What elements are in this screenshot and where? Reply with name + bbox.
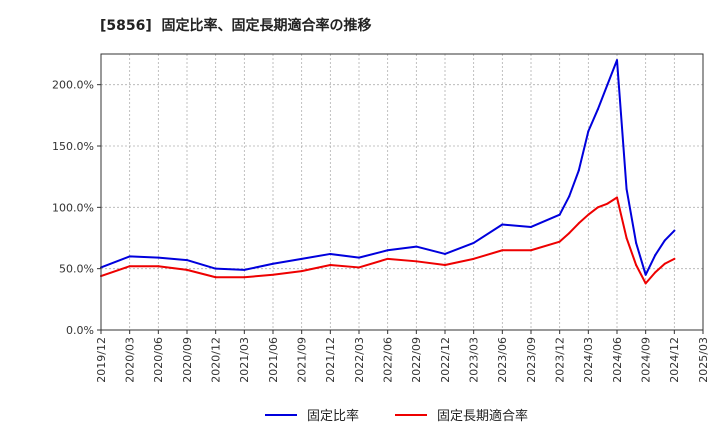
fixed-long-term-conformity-ratio-point — [472, 257, 475, 260]
fixed-ratio-point — [501, 223, 504, 226]
fixed-ratio-point — [577, 169, 580, 172]
x-tick-label: 2020/12 — [210, 337, 223, 383]
fixed-ratio-point — [300, 257, 303, 260]
fixed-ratio-point — [587, 130, 590, 133]
fixed-long-term-conformity-ratio-point — [606, 202, 609, 205]
fixed-ratio-point — [635, 241, 638, 244]
fixed-ratio-point — [558, 213, 561, 216]
plot-area — [101, 54, 703, 330]
fixed-long-term-conformity-ratio-point — [501, 249, 504, 252]
x-tick-label: 2024/12 — [668, 337, 681, 383]
fixed-ratio-point — [596, 108, 599, 111]
fixed-ratio-point — [415, 245, 418, 248]
x-tick-label: 2022/06 — [382, 337, 395, 383]
x-tick-label: 2021/06 — [267, 337, 280, 383]
fixed-ratio-point — [606, 83, 609, 86]
fixed-long-term-conformity-ratio-point — [568, 232, 571, 235]
fixed-ratio-point — [243, 268, 246, 271]
grid-lines — [101, 54, 703, 330]
x-tick-label: 2021/09 — [296, 337, 309, 383]
x-tick-label: 2022/03 — [353, 337, 366, 383]
x-tick-label: 2023/03 — [468, 337, 481, 383]
x-tick-label: 2023/06 — [496, 337, 509, 383]
fixed-long-term-conformity-ratio-point — [673, 257, 676, 260]
y-tick-label: 0.0% — [66, 324, 94, 337]
fixed-ratio-point — [663, 239, 666, 242]
fixed-long-term-conformity-ratio-point — [386, 257, 389, 260]
fixed-ratio-point — [530, 225, 532, 228]
legend-label-fixed-long-term-conformity-ratio: 固定長期適合率 — [437, 408, 528, 424]
chart-title: [5856] 固定比率、固定長期適合率の推移 — [100, 17, 372, 34]
x-tick-label: 2020/09 — [181, 337, 194, 383]
fixed-ratio-point — [128, 255, 131, 258]
x-tick-label: 2019/12 — [95, 337, 108, 383]
fixed-long-term-conformity-ratio-point — [415, 260, 418, 263]
y-tick-label: 200.0% — [52, 79, 94, 92]
legend-label-fixed-ratio: 固定比率 — [307, 408, 359, 424]
x-tick-label: 2023/12 — [554, 337, 567, 383]
y-tick-label: 100.0% — [52, 201, 94, 214]
x-tick-label: 2024/09 — [640, 337, 653, 383]
fixed-ratio-series — [100, 59, 676, 276]
fixed-long-term-conformity-ratio-point — [243, 276, 246, 279]
fixed-ratio-point — [214, 267, 217, 270]
x-tick-label: 2022/09 — [410, 337, 423, 383]
fixed-long-term-conformity-ratio-point — [358, 266, 360, 269]
fixed-long-term-conformity-ratio-point — [300, 270, 303, 273]
fixed-ratio-point — [358, 256, 360, 259]
fixed-long-term-conformity-ratio-point — [444, 263, 446, 266]
fixed-ratio-point — [186, 259, 188, 262]
fixed-long-term-conformity-ratio-point — [530, 249, 532, 252]
fixed-long-term-conformity-ratio-point — [186, 268, 188, 271]
fixed-long-term-conformity-ratio-point — [214, 276, 217, 279]
x-tick-label: 2024/06 — [611, 337, 624, 383]
fixed-ratio-point — [625, 187, 628, 190]
x-tick-label: 2021/12 — [324, 337, 337, 383]
fixed-ratio-point — [616, 59, 618, 62]
y-axis: 0.0% 50.0% 100.0% 150.0% 200.0% — [52, 79, 101, 337]
fixed-long-term-conformity-ratio-point — [587, 213, 590, 216]
legend-item-fixed-ratio: 固定比率 — [265, 408, 359, 424]
fixed-ratio-point — [673, 229, 676, 232]
fixed-long-term-conformity-ratio-point — [635, 263, 638, 266]
fixed-long-term-conformity-ratio-point — [644, 282, 647, 285]
fixed-long-term-conformity-ratio-point — [577, 222, 580, 225]
x-tick-label: 2020/06 — [152, 337, 165, 383]
fixed-long-term-conformity-ratio-point — [128, 265, 131, 268]
fixed-long-term-conformity-ratio-point — [663, 262, 666, 265]
x-tick-label: 2025/03 — [697, 337, 710, 383]
series-layer — [100, 59, 676, 285]
fixed-ratio-point — [386, 249, 389, 252]
y-tick-label: 150.0% — [52, 140, 94, 153]
fixed-long-term-conformity-ratio-point — [625, 237, 628, 239]
fixed-ratio-point — [272, 262, 274, 265]
fixed-long-term-conformity-ratio-series — [100, 196, 676, 285]
plot-border — [100, 53, 704, 331]
fixed-ratio-point — [568, 195, 571, 198]
x-axis: 2019/12 2020/03 2020/06 2020/09 2020/12 2021/… — [95, 330, 710, 383]
fixed-ratio-point — [644, 273, 647, 276]
fixed-long-term-conformity-ratio-point — [272, 273, 274, 276]
fixed-long-term-conformity-ratio-point — [558, 240, 561, 243]
fixed-long-term-conformity-ratio-point — [654, 271, 657, 274]
fixed-long-term-conformity-ratio-point — [596, 206, 599, 209]
legend-item-fixed-long-term-conformity-ratio: 固定長期適合率 — [395, 408, 528, 424]
legend: 固定比率 固定長期適合率 — [265, 408, 528, 424]
x-tick-label: 2020/03 — [124, 337, 137, 383]
fixed-long-term-conformity-ratio-point — [157, 265, 160, 268]
fixed-long-term-conformity-ratio-point — [329, 263, 332, 266]
fixed-ratio-point — [444, 252, 446, 255]
fixed-ratio-point — [472, 241, 475, 244]
fixed-long-term-conformity-ratio-point — [616, 196, 618, 199]
x-tick-label: 2024/03 — [582, 337, 595, 383]
x-tick-label: 2021/03 — [238, 337, 251, 383]
fixed-ratio-point — [157, 256, 160, 259]
fixed-ratio-point — [654, 254, 657, 257]
y-tick-label: 50.0% — [59, 263, 94, 276]
fixed-ratio-point — [329, 252, 332, 255]
x-tick-label: 2022/12 — [439, 337, 452, 383]
x-tick-label: 2023/09 — [525, 337, 538, 383]
